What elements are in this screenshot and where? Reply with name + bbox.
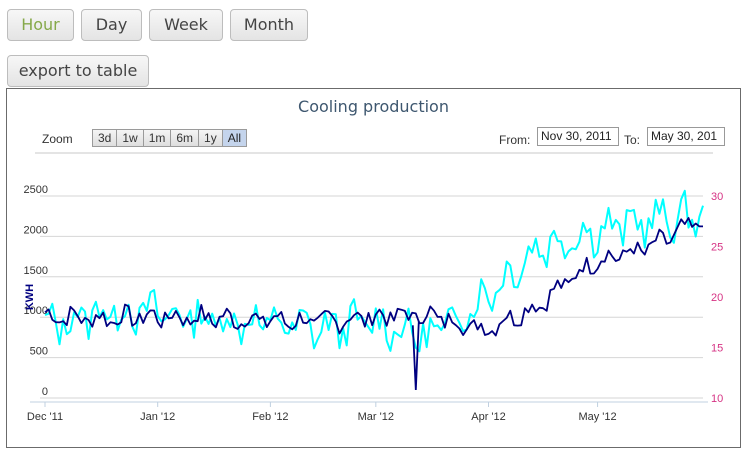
zoom-1w-button[interactable]: 1w [117, 129, 144, 147]
zoom-label: Zoom [42, 132, 73, 146]
zoom-1m-button[interactable]: 1m [143, 129, 172, 147]
export-to-table-button[interactable]: export to table [7, 55, 149, 87]
series-line-kwh-dip [411, 321, 420, 390]
zoom-buttons: 3d 1w 1m 6m 1y All [92, 129, 248, 147]
chart-plot: 0 500 1000 1500 2000 2500 10 15 20 25 30 KWH Dec '11… [24, 152, 723, 423]
x-tick-label: Dec '11 [27, 411, 63, 423]
x-tick-label: Jan '12 [140, 411, 175, 423]
zoom-6m-button[interactable]: 6m [171, 129, 200, 147]
y-tick-label: 0 [42, 386, 48, 398]
y-tick-label: 2000 [24, 224, 48, 236]
x-tick-label: Mar '12 [358, 411, 394, 423]
hour-button[interactable]: Hour [7, 9, 74, 41]
from-label: From: [499, 133, 531, 147]
x-tick-label: Feb '12 [252, 411, 288, 423]
y-axis-label: KWH [24, 284, 36, 310]
zoom-3d-button[interactable]: 3d [92, 129, 118, 147]
series-line-kwh [44, 217, 703, 337]
y-tick-label: 1500 [24, 265, 48, 277]
zoom-all-button[interactable]: All [222, 129, 248, 147]
x-tick-label: Apr '12 [471, 411, 506, 423]
y-tick-label: 2500 [24, 184, 48, 196]
day-button[interactable]: Day [81, 9, 142, 41]
y2-tick-label: 20 [711, 292, 723, 304]
to-date-input[interactable]: May 30, 201 [647, 127, 725, 146]
y-tick-label: 1000 [24, 305, 48, 317]
from-date-input[interactable]: Nov 30, 2011 [537, 127, 619, 146]
x-tick-label: May '12 [578, 411, 616, 423]
zoom-1y-button[interactable]: 1y [199, 129, 223, 147]
y-tick-label: 500 [30, 346, 48, 358]
chart-title: Cooling production [298, 97, 449, 116]
to-label: To: [624, 133, 641, 147]
y2-tick-label: 30 [711, 191, 723, 203]
month-button[interactable]: Month [230, 9, 308, 41]
chart-container: 0 500 1000 1500 2000 2500 10 15 20 25 30 KWH Dec '11… [6, 88, 741, 448]
y2-tick-label: 15 [711, 343, 723, 355]
y2-tick-label: 10 [711, 393, 723, 405]
y2-tick-label: 25 [711, 242, 723, 254]
series-line-temperature [44, 189, 704, 353]
week-button[interactable]: Week [149, 9, 223, 41]
